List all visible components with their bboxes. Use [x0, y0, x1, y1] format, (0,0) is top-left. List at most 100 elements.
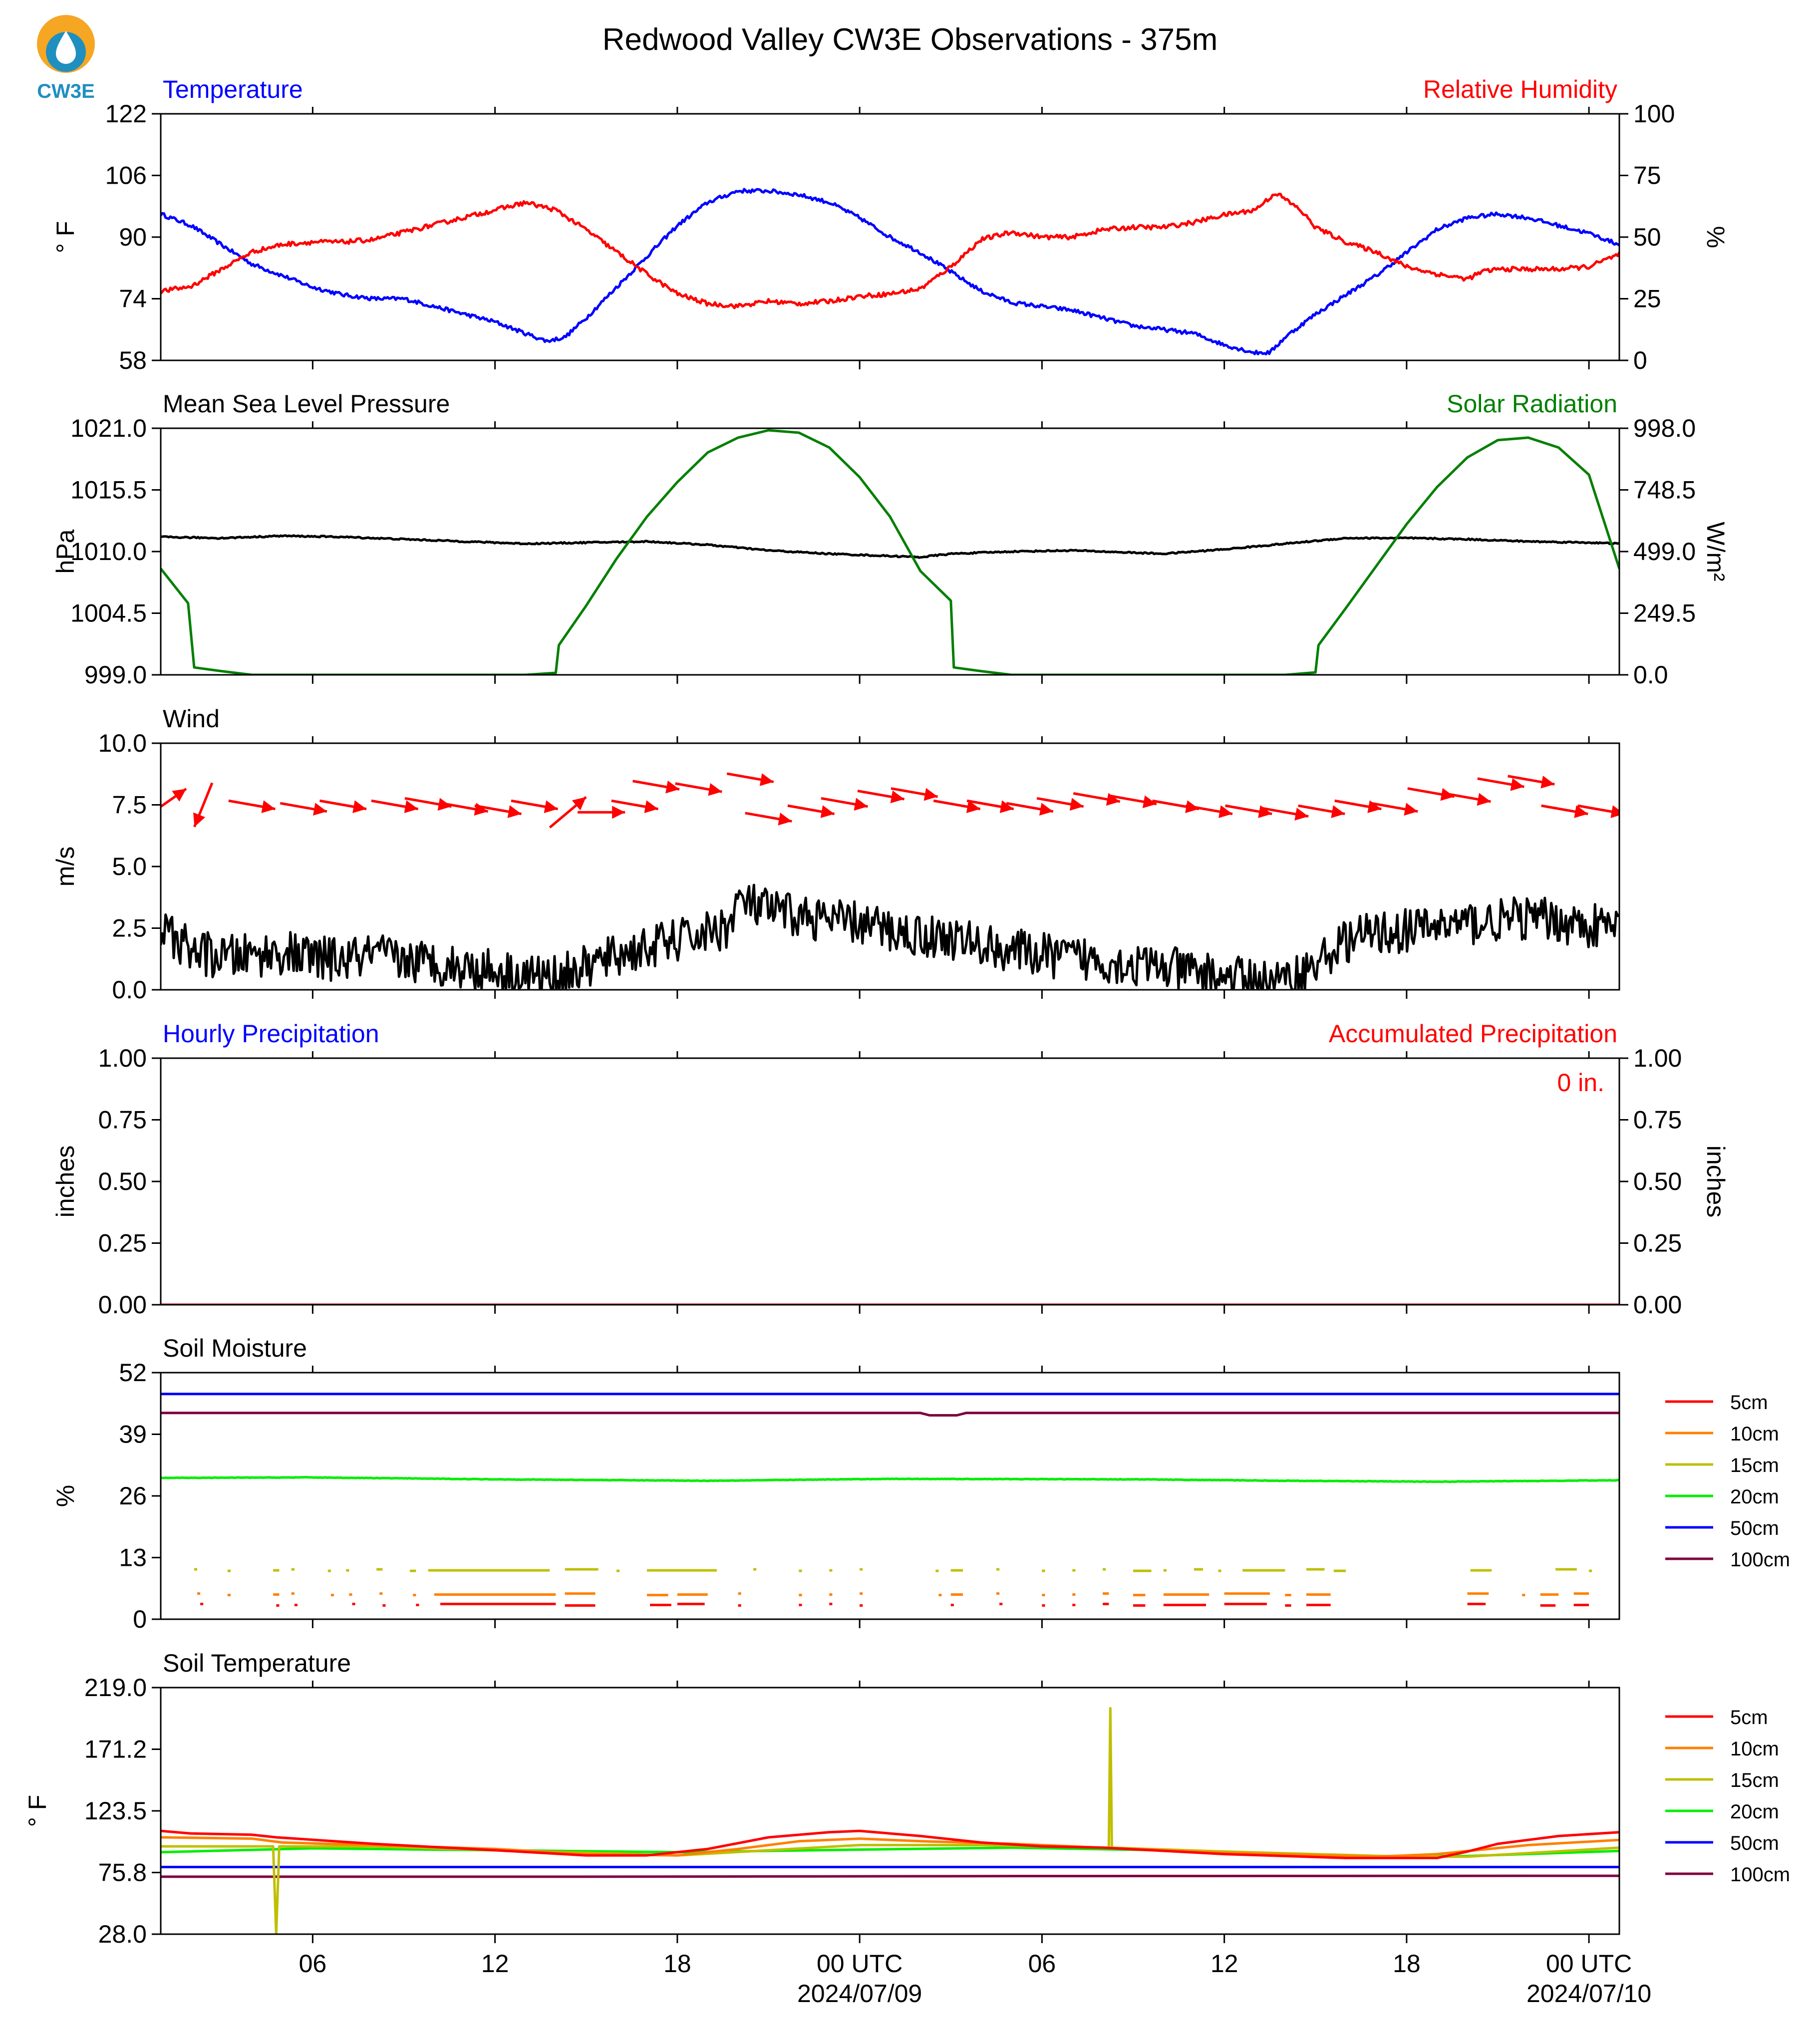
ytick-label: 1021.0	[70, 414, 147, 442]
ytick-right-label: 0.25	[1633, 1229, 1682, 1257]
wind-arrow-head	[313, 803, 327, 816]
panel-plot-area	[161, 188, 1619, 355]
xtick-label: 12	[1211, 1950, 1238, 1978]
ytick-right-label: 499.0	[1633, 538, 1696, 566]
wind-arrow-head	[820, 805, 835, 818]
ylabel: %	[51, 1485, 79, 1507]
panel-2: 0.0 2.5 5.0 7.5 10.0 m/s Wind	[51, 705, 1620, 1004]
ytick-label: 1015.5	[70, 476, 147, 504]
ylabel-right: W/m²	[1702, 522, 1730, 581]
ytick-label: 171.2	[84, 1736, 147, 1763]
ytick-label: 0.50	[98, 1167, 147, 1195]
legend-label-50cm: 50cm	[1730, 1517, 1779, 1539]
xtick-label: 18	[663, 1950, 691, 1978]
wind-arrow-head	[1258, 805, 1272, 818]
panel-frame	[160, 427, 1620, 676]
figure-title: Redwood Valley CW3E Observations - 375m	[603, 22, 1218, 57]
ytick-label: 52	[119, 1359, 147, 1387]
xtick-label: 18	[1393, 1950, 1421, 1978]
wind-arrow	[1477, 777, 1524, 791]
ytick-label: 0	[133, 1605, 147, 1633]
ytick-right-label: 0.75	[1633, 1106, 1682, 1134]
ytick-label: 75.8	[98, 1859, 147, 1887]
xtick-label: 06	[1028, 1950, 1056, 1978]
wind-arrow	[193, 782, 214, 828]
wind-arrow	[675, 782, 722, 796]
wind-arrow	[474, 804, 522, 818]
wind-arrow-head	[1106, 793, 1120, 806]
wind-arrow	[1225, 804, 1272, 818]
xtick-date-label: 2024/07/09	[797, 1980, 922, 2008]
series-line-4	[161, 1836, 1619, 1858]
wind-arrow-head	[1142, 795, 1157, 809]
legend-label-100cm: 100cm	[1730, 1549, 1790, 1571]
ytick-right-label: 0	[1633, 346, 1647, 374]
panel-frame	[160, 1372, 1620, 1620]
xtick-date-label: 2024/07/10	[1526, 1980, 1651, 2008]
panel-4: 0 13 26 39 52% Soil Moisture 5cm 10cm 15cm 20cm 50…	[51, 1334, 1790, 1633]
wind-arrow	[371, 799, 418, 814]
wind-arrow	[1334, 799, 1382, 814]
wind-arrow-head	[890, 790, 905, 804]
panel-plot-area	[161, 772, 1619, 990]
panel-title-left: Temperature	[163, 75, 303, 103]
wind-arrow-head	[644, 800, 658, 814]
wind-arrow-head	[966, 800, 980, 814]
panel-plot-area	[161, 1393, 1619, 1607]
wind-arrow-head	[507, 805, 522, 818]
wind-arrow-head	[999, 800, 1014, 814]
legend-label-5cm: 5cm	[1730, 1392, 1768, 1414]
wind-arrow-head	[1039, 803, 1053, 816]
ytick-label: 1004.5	[70, 599, 147, 627]
panel-frame	[160, 113, 1620, 361]
ytick-label: 1010.0	[70, 538, 147, 566]
xtick-label: 00 UTC	[1546, 1950, 1632, 1978]
precip-total-annotation: 0 in.	[1557, 1069, 1604, 1097]
wind-arrow-head	[1610, 805, 1619, 818]
legend-label-15cm: 15cm	[1730, 1769, 1779, 1791]
xtick-label: 12	[481, 1950, 509, 1978]
panel-plot-area	[161, 1707, 1619, 1934]
ylabel: inches	[51, 1146, 79, 1218]
wind-arrow	[1006, 802, 1054, 816]
xtick-label: 00 UTC	[817, 1950, 903, 1978]
wind-arrow	[1036, 797, 1084, 811]
wind-arrow-head	[778, 813, 792, 826]
ytick-label: 7.5	[112, 791, 147, 819]
ytick-right-label: 0.50	[1633, 1167, 1682, 1195]
wind-arrow	[745, 812, 792, 826]
wind-arrow-head	[1574, 805, 1588, 818]
panel-1: 999.0 1004.5 1010.0 1015.5 1021.0 0.0 249.5 499…	[51, 390, 1730, 689]
wind-arrow-head	[1294, 808, 1309, 821]
wind-arrow	[319, 799, 367, 814]
legend-label-10cm: 10cm	[1730, 1423, 1779, 1445]
panel-0: 58 74 90 106 122 0 25 50 75 100 ° F % Temperature Rel…	[51, 75, 1730, 374]
ytick-label: 10.0	[98, 729, 147, 757]
ytick-right-label: 249.5	[1633, 599, 1696, 627]
ytick-label: 0.0	[112, 976, 147, 1004]
wind-arrow	[1371, 802, 1418, 816]
wind-arrow	[966, 799, 1014, 814]
legend-label-10cm: 10cm	[1730, 1738, 1779, 1760]
legend-label-20cm: 20cm	[1730, 1486, 1779, 1508]
panel-title-right: Accumulated Precipitation	[1329, 1020, 1617, 1048]
panel-title-left: Soil Temperature	[163, 1649, 351, 1677]
wind-arrow-head	[1540, 776, 1555, 789]
ytick-right-label: 1.00	[1633, 1044, 1682, 1072]
ytick-label: 1.00	[98, 1044, 147, 1072]
logo-text: CW3E	[37, 80, 95, 102]
series-line-0	[161, 188, 1619, 355]
ytick-label: 90	[119, 223, 147, 251]
wind-arrow-head	[1367, 800, 1382, 814]
wind-arrow-head	[1069, 798, 1084, 811]
wind-arrow-head	[665, 780, 680, 794]
xtick-label: 06	[299, 1950, 327, 1978]
wind-arrow-head	[1218, 805, 1232, 818]
legend-label-50cm: 50cm	[1730, 1832, 1779, 1854]
ytick-right-label: 0.0	[1633, 661, 1668, 689]
panel-3: 0.00 0.25 0.50 0.75 1.00 0.00 0.25 0.50 0.75 1.00…	[51, 1020, 1730, 1319]
panel-frame	[160, 1057, 1620, 1306]
ytick-right-label: 50	[1633, 223, 1661, 251]
